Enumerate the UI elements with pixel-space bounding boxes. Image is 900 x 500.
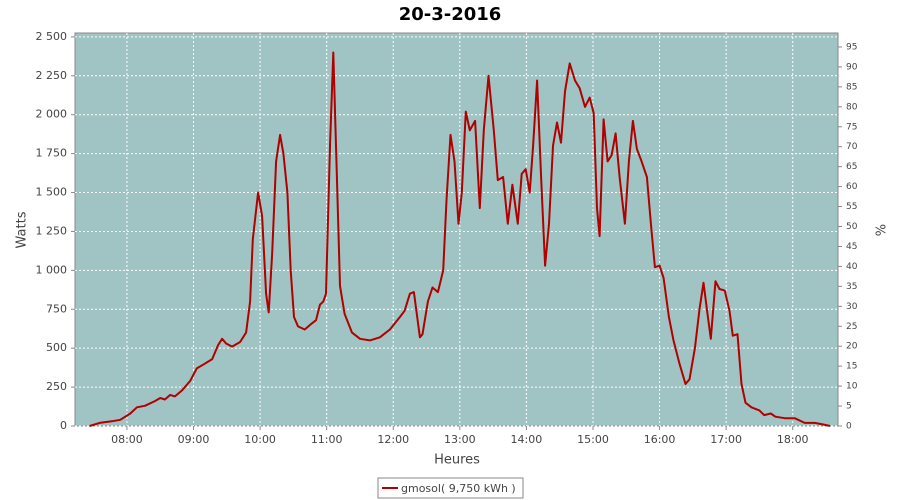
y2-tick-label: 85	[846, 82, 857, 92]
y2-tick-label: 30	[846, 302, 858, 312]
legend: gmosol( 9,750 kWh )	[377, 477, 524, 499]
y-tick-label: 1 750	[36, 147, 68, 160]
plot-background	[74, 32, 839, 427]
y2-tick-label: 80	[846, 102, 858, 112]
legend-label: gmosol( 9,750 kWh )	[401, 482, 516, 495]
x-tick-label: 17:00	[710, 433, 742, 446]
y2-tick-label: 75	[846, 122, 857, 132]
y2-tick-label: 20	[846, 342, 858, 352]
x-tick-label: 15:00	[577, 433, 609, 446]
y-tick-label: 0	[60, 419, 67, 432]
x-tick-label: 12:00	[377, 433, 409, 446]
data-line	[89, 51, 831, 427]
x-tick-label: 09:00	[178, 433, 210, 446]
y2-tick-label: 90	[846, 62, 858, 72]
x-tick-label: 08:00	[111, 433, 143, 446]
x-axis-label: Heures	[434, 453, 480, 468]
y-tick-label: 250	[46, 380, 67, 393]
y2-tick-label: 50	[846, 222, 858, 232]
legend-box	[377, 477, 524, 499]
y-tick-label: 1 250	[36, 224, 68, 237]
y-axis-label: Watts	[15, 211, 30, 248]
y2-tick-label: 25	[846, 322, 857, 332]
y2-tick-label: 95	[846, 42, 857, 52]
y2-tick-label: 0	[846, 422, 852, 432]
x-tick-label: 10:00	[244, 433, 276, 446]
y-tick-label: 2 250	[36, 69, 68, 82]
y2-tick-label: 60	[846, 182, 858, 192]
chart-title: 20-3-2016	[399, 4, 502, 25]
x-tick-label: 13:00	[444, 433, 476, 446]
y-tick-label: 2 000	[36, 108, 68, 121]
y2-tick-label: 40	[846, 262, 858, 272]
y-tick-label: 2 500	[36, 30, 68, 43]
y2-tick-label: 5	[846, 402, 852, 412]
y2-tick-label: 15	[846, 362, 857, 372]
y-tick-label: 1 000	[36, 263, 68, 276]
y2-tick-label: 45	[846, 242, 857, 252]
x-tick-label: 14:00	[511, 433, 543, 446]
y-tick-label: 500	[46, 341, 67, 354]
x-tick-label: 16:00	[644, 433, 676, 446]
y2-tick-label: 10	[846, 382, 858, 392]
y2-tick-label: 70	[846, 142, 858, 152]
y-tick-label: 750	[46, 302, 67, 315]
y-tick-label: 1 500	[36, 186, 68, 199]
y2-tick-label: 55	[846, 202, 857, 212]
y2-axis-label: %	[875, 224, 890, 236]
x-tick-label: 11:00	[311, 433, 343, 446]
x-tick-label: 18:00	[777, 433, 809, 446]
y2-tick-label: 35	[846, 282, 857, 292]
y2-tick-label: 65	[846, 162, 857, 172]
